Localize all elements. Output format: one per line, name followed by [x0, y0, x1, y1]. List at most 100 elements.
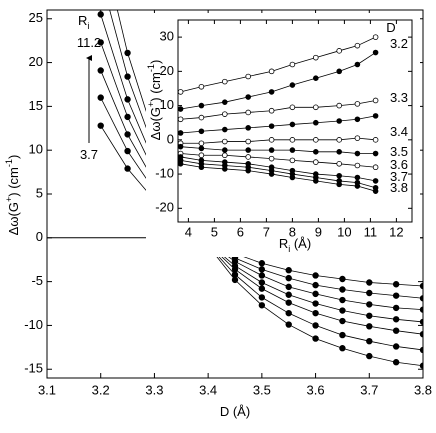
- data-point: [372, 188, 379, 194]
- data-point: [372, 150, 379, 157]
- data-point: [392, 316, 400, 323]
- y-axis-label: Δω(G+) (cm-1): [146, 60, 163, 141]
- series-line: [180, 100, 376, 120]
- data-point: [339, 286, 346, 293]
- data-point: [366, 352, 373, 360]
- data-point: [339, 296, 346, 304]
- data-point: [336, 160, 343, 167]
- data-point: [97, 11, 104, 18]
- annotation: 3.4: [390, 124, 408, 139]
- data-point: [366, 338, 373, 345]
- data-point: [372, 164, 379, 171]
- label-part: 3.5: [390, 144, 408, 159]
- data-point: [198, 140, 205, 147]
- data-point: [336, 102, 343, 109]
- label-part: -1: [4, 159, 14, 167]
- series-line: [180, 115, 376, 134]
- label-part: -1: [146, 64, 156, 72]
- data-point: [312, 281, 319, 289]
- label-part: D (Å): [220, 404, 250, 419]
- data-point: [178, 160, 184, 167]
- data-point: [312, 272, 319, 279]
- data-point: [289, 137, 296, 143]
- label-part: 3.7: [80, 147, 98, 162]
- data-point: [231, 276, 239, 284]
- data-point: [258, 272, 266, 279]
- data-point: [419, 346, 423, 354]
- data-point: [336, 137, 343, 143]
- data-point: [285, 267, 292, 274]
- label-part: D: [386, 20, 395, 35]
- label-part: 3.7: [390, 169, 408, 184]
- data-point: [289, 121, 296, 128]
- data-point: [222, 111, 228, 117]
- data-point: [245, 94, 252, 100]
- data-point: [124, 49, 131, 57]
- annotation: Ri: [78, 13, 89, 31]
- data-point: [198, 128, 205, 135]
- y-tick-label: -20: [155, 200, 174, 215]
- data-point: [258, 302, 266, 309]
- x-tick-label: 3.2: [92, 382, 110, 397]
- data-point: [268, 155, 275, 162]
- data-point: [245, 138, 252, 145]
- data-point: [312, 119, 319, 126]
- x-tick-label: 3.7: [360, 382, 378, 397]
- data-point: [124, 147, 131, 155]
- data-point: [258, 266, 266, 273]
- label-part: 3.2: [390, 36, 408, 51]
- data-point: [392, 281, 400, 288]
- x-tick-label: 8: [289, 224, 296, 239]
- data-point: [124, 113, 131, 121]
- series-line: [180, 159, 376, 189]
- data-point: [312, 137, 319, 143]
- label-part: i: [288, 244, 290, 254]
- x-tick-label: 4: [185, 224, 192, 239]
- data-point: [312, 75, 319, 82]
- data-point: [178, 130, 184, 136]
- data-point: [178, 106, 184, 112]
- data-point: [97, 39, 104, 46]
- series-line: [180, 52, 376, 110]
- plot-area: [178, 34, 379, 194]
- label-part: +: [4, 197, 14, 202]
- x-tick-label: 6: [237, 224, 244, 239]
- data-point: [419, 362, 423, 369]
- data-point: [124, 73, 131, 80]
- x-tick-label: 3.6: [307, 382, 325, 397]
- data-point: [198, 145, 205, 152]
- data-point: [97, 67, 104, 74]
- data-point: [97, 122, 104, 129]
- data-point: [289, 147, 296, 153]
- label-part: +: [146, 102, 156, 107]
- data-point: [289, 61, 296, 68]
- label-part: 3.8: [390, 180, 408, 195]
- data-point: [231, 266, 239, 273]
- data-point: [198, 114, 205, 121]
- data-point: [419, 306, 423, 313]
- y-tick-label: -15: [24, 361, 43, 376]
- x-tick-label: 3.3: [145, 382, 163, 397]
- y-tick-label: 30: [160, 29, 174, 44]
- plot-frame: [177, 19, 413, 223]
- data-point: [392, 304, 400, 312]
- x-tick-label: 12: [389, 224, 403, 239]
- data-point: [268, 147, 275, 153]
- data-point: [245, 167, 252, 174]
- data-point: [285, 283, 292, 291]
- data-point: [285, 274, 292, 282]
- data-point: [372, 178, 379, 184]
- data-point: [312, 159, 319, 165]
- data-point: [366, 279, 373, 286]
- data-point: [354, 116, 361, 123]
- data-point: [245, 109, 252, 116]
- data-point: [392, 327, 400, 334]
- data-point: [258, 294, 266, 301]
- data-point: [312, 300, 319, 307]
- y-tick-label: 0: [167, 131, 174, 146]
- data-point: [198, 152, 205, 159]
- data-point: [222, 147, 228, 153]
- y-tick-label: -5: [31, 273, 43, 288]
- data-point: [289, 174, 296, 181]
